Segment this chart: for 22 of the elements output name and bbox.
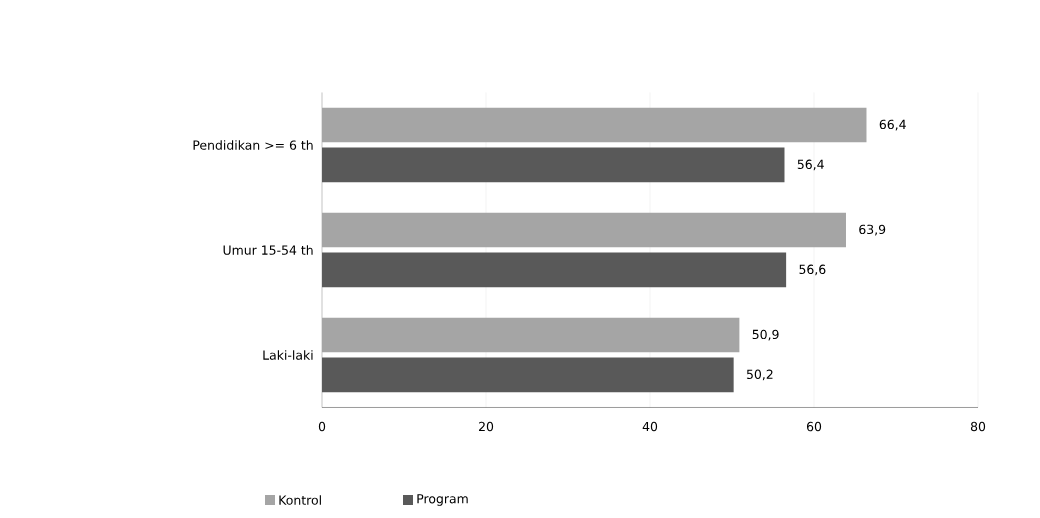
data-label: 56,4 [797, 159, 824, 171]
x-tick-label: 60 [806, 421, 822, 432]
data-label: 50,9 [752, 329, 779, 341]
data-label: 50,2 [746, 369, 773, 381]
bar [322, 212, 846, 248]
bar [322, 107, 867, 143]
x-tick-label: 0 [318, 421, 326, 432]
y-tick-label: Pendidikan >= 6 th [193, 140, 313, 150]
data-label: 66,4 [879, 119, 906, 131]
x-tick-label: 40 [642, 421, 658, 432]
y-tick-label: Umur 15-54 th [223, 245, 313, 255]
x-tick-label: 20 [478, 421, 494, 432]
bar [322, 147, 785, 183]
data-label: 56,6 [799, 264, 826, 276]
bar [322, 252, 787, 288]
x-tick-label: 80 [970, 421, 986, 432]
bar [322, 317, 740, 353]
data-label: 63,9 [859, 224, 886, 236]
legend-label: Program [417, 494, 468, 506]
y-tick-label: Laki-laki [263, 350, 313, 360]
bar [322, 357, 734, 393]
legend-label: Kontrol [279, 495, 321, 505]
